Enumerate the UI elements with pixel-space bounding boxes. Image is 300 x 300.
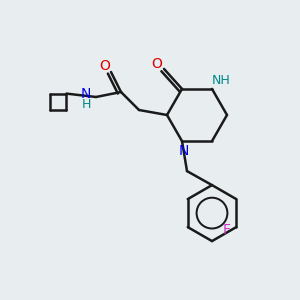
Text: N: N [179,144,189,158]
Text: NH: NH [212,74,230,87]
Text: F: F [222,223,230,237]
Text: H: H [81,98,91,110]
Text: O: O [152,57,162,71]
Text: N: N [81,87,91,101]
Text: O: O [100,59,110,73]
